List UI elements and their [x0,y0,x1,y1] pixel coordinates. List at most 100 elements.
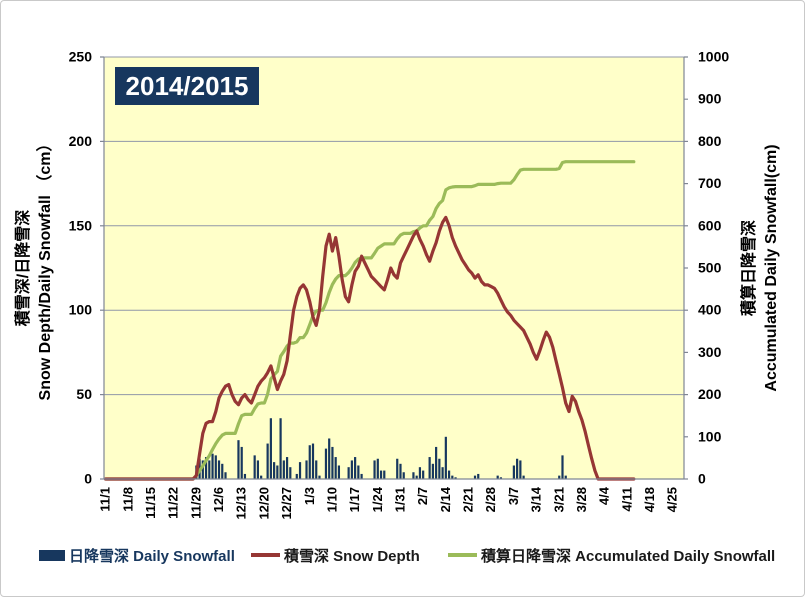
left-axis-tick-label: 200 [69,133,93,149]
daily-snowfall-bar [243,473,247,479]
daily-snowfall-bar [376,458,379,479]
x-axis-tick-label: 12/20 [256,487,271,520]
daily-snowfall-bar [447,470,451,479]
daily-snowfall-bar [441,467,444,479]
daily-snowfall-bar [512,465,515,479]
daily-snowfall-bar [240,446,243,479]
right-axis-tick-label: 0 [698,471,706,487]
daily-snowfall-bar [402,472,405,479]
left-axis-tick-label: 50 [76,386,92,402]
daily-snowfall-bar [276,465,279,479]
daily-snowfall-bar [253,455,256,479]
right-axis-tick-label: 100 [698,428,722,444]
daily-snowfall-bar [204,457,208,479]
x-axis-tick-label: 12/13 [234,487,249,520]
x-axis-tick-label: 1/31 [393,487,408,512]
x-axis-tick-label: 1/24 [370,486,385,512]
x-axis-tick-label: 3/21 [551,487,566,512]
x-axis-tick-label: 3/28 [574,487,589,512]
x-axis-tick-label: 4/11 [619,487,634,512]
daily-snowfall-bar [217,460,221,479]
daily-snowfall-bar [289,467,292,479]
x-axis-tick-label: 12/27 [279,487,294,520]
daily-snowfall-bar [224,472,227,479]
legend-label: 日降雪深 Daily Snowfall [69,547,235,565]
daily-snowfall-bar [435,446,438,479]
daily-snowfall-bar [279,418,282,479]
daily-snowfall-bar [350,460,353,479]
daily-snowfall-bar [334,457,337,479]
daily-snowfall-bar [273,462,276,479]
x-axis-tick-label: 4/18 [642,487,657,512]
x-axis-tick-label: 11/15 [143,487,158,519]
daily-snowfall-bar [496,475,499,479]
daily-snowfall-bar [328,438,331,479]
daily-snowfall-bar [266,443,269,479]
right-axis-tick-label: 600 [698,217,722,233]
right-axis-tick-label: 800 [698,133,722,149]
daily-snowfall-bar [256,460,260,479]
x-axis-tick-label: 2/14 [438,486,453,512]
daily-snowfall-bar [438,458,441,479]
x-axis-tick-label: 4/25 [665,487,680,512]
legend-item-snow-depth: 積雪深 Snow Depth [251,546,420,565]
daily-snowfall-bar [331,446,334,479]
daily-snowfall-bar [318,475,321,479]
daily-snowfall-bar [354,457,357,479]
daily-snowfall-bar [298,462,302,479]
right-axis-tick-label: 900 [698,91,722,107]
daily-snowfall-bar [237,440,240,479]
chart-title: 2014/2015 [115,67,259,105]
x-axis-tick-label: 1/10 [324,487,339,512]
daily-snowfall-bar [564,475,567,479]
left-axis-tick-label: 0 [84,471,92,487]
daily-snowfall-bar [418,467,422,479]
x-axis-tick-label: 4/4 [597,486,612,505]
daily-snowfall-bar [422,470,425,479]
daily-snowfall-bar [211,453,214,479]
daily-snowfall-bar [477,473,480,479]
daily-snowfall-bar [221,463,224,479]
daily-snowfall-bar [522,475,525,479]
daily-snowfall-bar [269,418,272,479]
x-axis-tick-label: 12/6 [211,487,226,512]
daily-snowfall-bar [383,470,386,479]
x-axis-tick-label: 11/29 [188,487,203,519]
daily-snowfall-bar [305,460,308,479]
daily-snowfall-bar [499,477,503,479]
legend-item-accumulated-snowfall: 積算日降雪深 Accumulated Daily Snowfall [448,546,776,565]
x-axis-tick-label: 11/1 [98,487,113,512]
daily-snowfall-bar [285,457,289,479]
daily-snowfall-bar [451,475,454,479]
daily-snowfall-bar [315,460,318,479]
daily-snowfall-bar [201,460,204,479]
daily-snowfall-bar [431,463,434,479]
legend-item-daily-snowfall: 日降雪深 Daily Snowfall [39,546,235,565]
daily-snowfall-bar [260,475,263,479]
x-axis-tick-label: 2/7 [415,487,430,505]
daily-snowfall-bar [347,467,350,479]
x-axis-tick-label: 2/21 [461,487,476,512]
legend-label: 積雪深 Snow Depth [284,547,420,565]
legend-label: 積算日降雪深 Accumulated Daily Snowfall [481,547,776,565]
daily-snowfall-bar [311,443,315,479]
daily-snowfall-bar [473,475,477,479]
x-axis-tick-label: 1/3 [302,487,317,505]
left-axis-tick-label: 100 [69,302,93,318]
daily-snowfall-bar [516,458,519,479]
daily-snowfall-bar [295,473,298,479]
daily-snowfall-swatch-icon [39,549,65,561]
plot-background [104,57,684,479]
left-axis-tick-label: 150 [69,217,93,233]
x-axis-tick-label: 3/14 [529,486,544,512]
daily-snowfall-bar [415,475,418,479]
x-axis-tick-label: 3/7 [506,487,521,505]
daily-snowfall-bar [337,465,341,479]
daily-snowfall-bar [561,455,564,479]
daily-snowfall-bar [282,460,285,479]
daily-snowfall-bar [308,445,311,479]
daily-snowfall-bar [396,458,399,479]
snow-depth-swatch-icon [251,553,280,557]
